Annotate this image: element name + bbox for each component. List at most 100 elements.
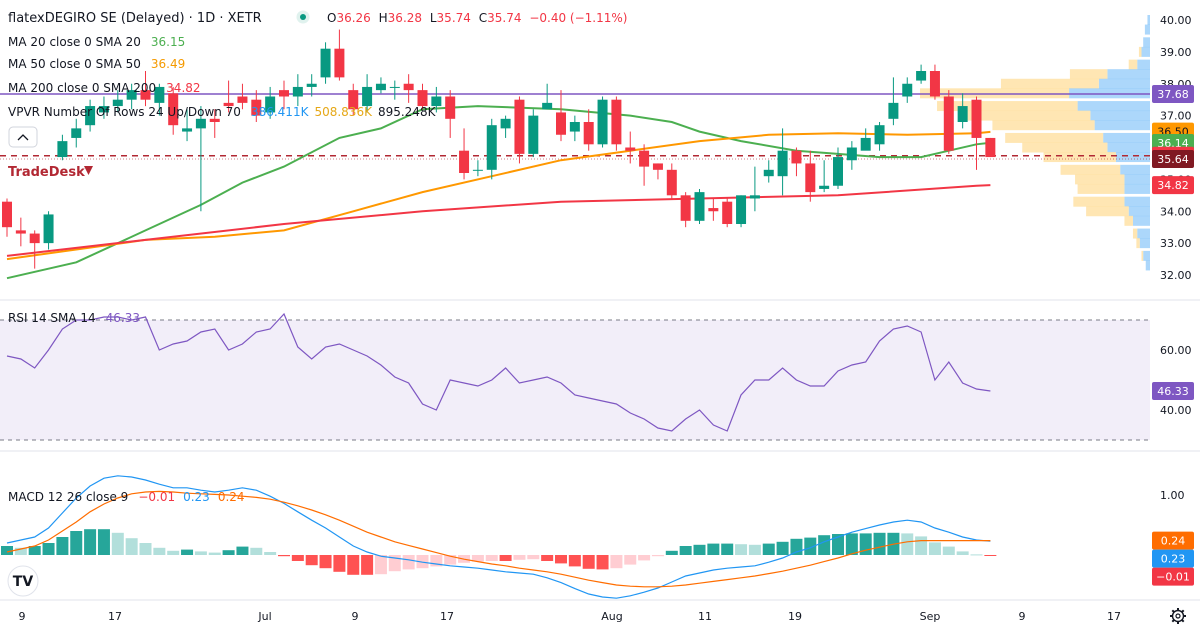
macd-histogram-bar <box>610 555 623 569</box>
candle-body <box>223 102 234 107</box>
candle-body <box>528 115 539 154</box>
macd-histogram-bar <box>915 536 928 555</box>
macd-histogram-bar <box>873 532 886 555</box>
moving-average-line <box>6 130 991 261</box>
volume-profile-down-bar <box>1141 250 1144 261</box>
candle-body <box>306 83 317 87</box>
chevron-up-icon <box>17 134 29 141</box>
volume-profile-up-bar <box>1141 46 1150 57</box>
time-tick-label: 19 <box>788 610 802 623</box>
macd-histogram-bar <box>748 544 761 555</box>
symbol-title[interactable]: flatexDEGIRO SE (Delayed) · 1D · XETR <box>8 11 262 26</box>
candle-body <box>71 128 82 138</box>
candle-body <box>971 99 982 138</box>
rsi-label[interactable]: RSI 14 SMA 14 46.33 <box>8 311 140 325</box>
tradedesk-marker[interactable]: TradeDesk <box>8 165 93 180</box>
ma20-label[interactable]: MA 20 close 0 SMA 20 36.15 <box>8 35 185 49</box>
macd-histogram-bar <box>693 544 706 555</box>
candle-body <box>929 71 940 97</box>
ma50-label[interactable]: MA 50 close 0 SMA 50 36.49 <box>8 57 185 71</box>
macd-histogram-bar <box>208 552 221 555</box>
price-tag <box>1152 176 1194 195</box>
macd-histogram-bar <box>735 544 748 555</box>
candle-body <box>819 185 830 189</box>
candlestick-series <box>2 29 996 269</box>
macd-histogram-bar <box>388 555 401 572</box>
time-tick-label: 17 <box>108 610 122 623</box>
volume-profile-down-bar <box>1043 152 1116 163</box>
candle-body <box>639 150 650 167</box>
ma200-label[interactable]: MA 200 close 0 SMA 200 34.82 <box>8 81 201 95</box>
macd-tick-label: 1.00 <box>1160 489 1185 502</box>
candle-body <box>140 90 151 100</box>
candle-body <box>556 112 566 135</box>
macd-histogram-bar <box>111 532 124 555</box>
macd-histogram-bar <box>291 555 304 561</box>
macd-histogram-bar <box>942 546 955 555</box>
macd-histogram-bar <box>471 555 484 562</box>
macd-signal-line <box>6 490 991 588</box>
macd-histogram-bar <box>139 543 152 555</box>
volume-profile-up-bar <box>1137 59 1150 70</box>
candle-body <box>459 150 470 173</box>
candle-body <box>943 96 954 151</box>
macd-label[interactable]: MACD 12 26 close 9 −0.01 0.23 0.24 <box>8 490 245 504</box>
tradingview-logo[interactable]: TV <box>7 565 39 597</box>
time-tick-label: Jul <box>257 610 271 623</box>
rsi-value-tag-label: 46.33 <box>1157 385 1189 398</box>
volume-profile-down-bar <box>1000 78 1099 89</box>
macd-histogram-bar <box>70 531 83 555</box>
macd-histogram-bar <box>485 555 498 561</box>
volume-profile-up-bar <box>1094 120 1150 131</box>
time-axis: 9 17 Jul 9 17 Aug 11 19 Sep 9 17 <box>19 610 1122 623</box>
candle-body <box>777 150 788 177</box>
macd-histogram-bar <box>721 543 734 555</box>
candle-body <box>486 125 497 170</box>
rsi-band <box>0 320 1150 440</box>
macd-histogram-bar <box>347 555 360 575</box>
volume-profile-up-bar <box>1137 228 1150 239</box>
macd-histogram-bar <box>84 529 97 555</box>
volume-profile-down-bar <box>1069 69 1108 80</box>
macd-value-tag-label: −0.01 <box>1156 571 1190 584</box>
candle-body <box>251 99 262 116</box>
rsi-tick-label: 40.00 <box>1160 404 1192 417</box>
collapse-legend-button[interactable] <box>8 126 38 148</box>
macd-histogram-bar <box>928 542 941 555</box>
macd-histogram-bar <box>804 537 817 555</box>
price-tag-label: 37.68 <box>1157 88 1189 101</box>
volume-profile-up-bar <box>1124 196 1150 207</box>
candle-body <box>417 90 428 107</box>
volume-profile-up-bar <box>1107 142 1150 153</box>
candle-body <box>985 137 996 158</box>
macd-value-tag <box>1152 549 1194 568</box>
price-axes: 32.0033.0034.0035.0036.0037.0038.0039.00… <box>1152 14 1194 282</box>
macd-histogram-bar <box>278 555 290 557</box>
time-tick-label: 11 <box>698 610 712 623</box>
candle-body <box>182 128 193 132</box>
macd-histogram-bar <box>1 546 13 555</box>
time-tick-label: 17 <box>440 610 454 623</box>
price-tag <box>1152 84 1194 103</box>
volume-profile-down-bar <box>1128 59 1138 70</box>
tradedesk-label: TradeDesk <box>8 165 85 180</box>
rsi-pane: 40.00 60.00 46.33 <box>0 312 1194 441</box>
candle-body <box>805 163 816 193</box>
price-tag-label: 35.64 <box>1157 153 1189 166</box>
ohlc-values: O36.26 H36.28 L35.74 C35.74 −0.40 (−1.11… <box>327 11 627 25</box>
settings-gear-icon[interactable] <box>1170 608 1186 624</box>
price-tick-label: 37.00 <box>1160 110 1192 123</box>
vpvr-label[interactable]: VPVR Number Of Rows 24 Up/Down 70 386.411… <box>8 105 437 119</box>
macd-histogram-bar <box>236 546 249 555</box>
macd-histogram-bar <box>984 555 997 556</box>
rsi-tick-label: 60.00 <box>1160 344 1192 357</box>
volume-profile-up-bar <box>1143 250 1150 261</box>
candle-body <box>500 118 511 129</box>
macd-histogram-bar <box>679 546 692 555</box>
candle-body <box>763 169 774 177</box>
volume-profile-down-bar <box>1005 132 1104 143</box>
candle-body <box>569 122 580 132</box>
price-tick-label: 34.00 <box>1160 205 1192 218</box>
candle-body <box>902 83 913 97</box>
